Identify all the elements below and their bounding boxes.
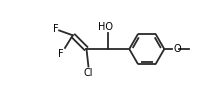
Text: F: F	[58, 49, 64, 59]
Text: Cl: Cl	[84, 68, 93, 78]
Text: HO: HO	[98, 22, 113, 32]
Text: F: F	[53, 24, 58, 34]
Text: O: O	[173, 44, 181, 54]
